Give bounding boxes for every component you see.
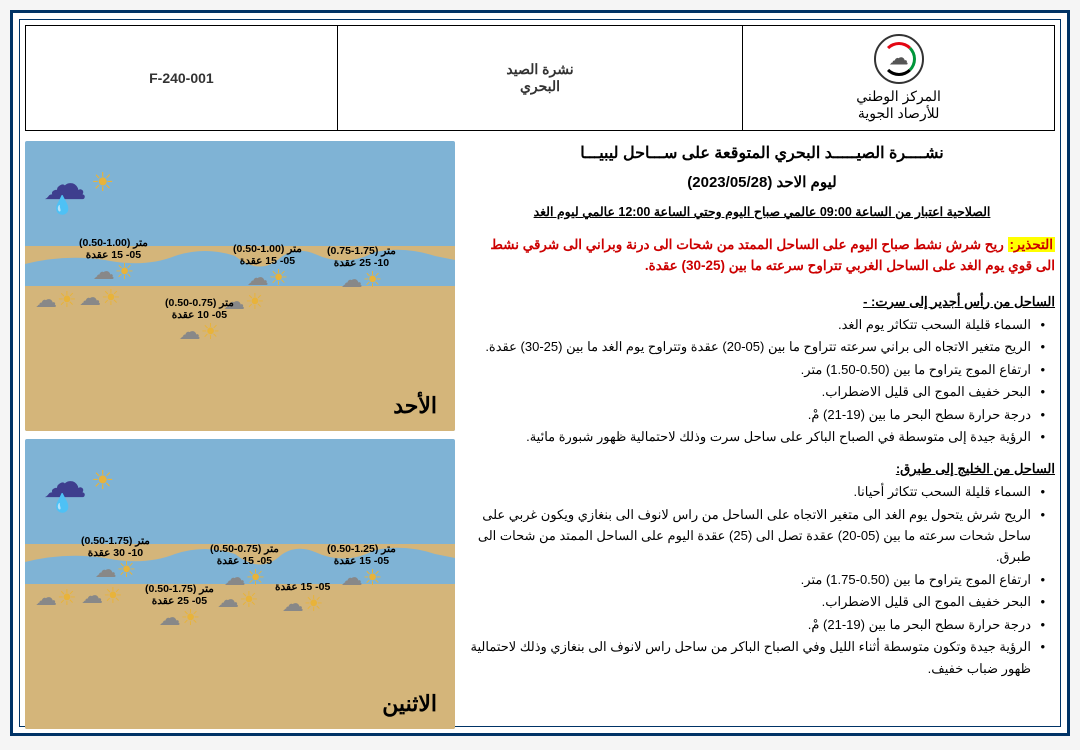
map-column: ☁☀💧 (0.75-1.75) متر10- 25 عقدة☀☁ (0.50-1.0…	[25, 141, 455, 741]
weather-point-icon: (0.50-1.00) متر05- 15 عقدة☀☁	[233, 243, 302, 289]
list-item: ارتفاع الموج يتراوح ما بين (0.50-1.50) م…	[469, 359, 1041, 380]
org-logo-icon	[874, 34, 924, 84]
header-table: المركز الوطني للأرصاد الجوية نشرة الصيد …	[25, 25, 1055, 131]
weather-point-icon: ☀☁	[217, 589, 259, 611]
doc-title-1: نشرة الصيد	[350, 61, 730, 78]
list-item: درجة حرارة سطح البحر ما بين (19-21) مْ.	[469, 404, 1041, 425]
weather-point-icon: ☀☁	[35, 587, 77, 609]
list-item: السماء قليلة السحب تتكاثر أحيانا.	[469, 481, 1041, 502]
doc-title-2: البحري	[350, 78, 730, 95]
org-name-1: المركز الوطني	[755, 88, 1042, 105]
list-item: السماء قليلة السحب تتكاثر يوم الغد.	[469, 314, 1041, 335]
weather-point-icon: 05- 15 عقدة☀☁	[275, 581, 330, 615]
weather-point-icon: (0.75-1.75) متر10- 25 عقدة☀☁	[327, 245, 396, 291]
date-line: ليوم الاحد (2023/05/28)	[469, 171, 1055, 196]
list-item: البحر خفيف الموج الى قليل الاضطراب.	[469, 381, 1041, 402]
org-name-2: للأرصاد الجوية	[755, 105, 1042, 122]
cloud-rain-icon: ☁☀💧	[43, 159, 87, 210]
section2-list: السماء قليلة السحب تتكاثر أحيانا.الريح ش…	[469, 481, 1055, 679]
main-title: نشــــرة الصيـــــد البحري المتوقعة على …	[469, 141, 1055, 167]
doc-code: F-240-001	[26, 26, 338, 131]
forecast-map: ☁☀💧 (0.75-1.75) متر10- 25 عقدة☀☁ (0.50-1.0…	[25, 141, 455, 431]
list-item: الرؤية جيدة إلى متوسطة في الصباح الباكر …	[469, 426, 1041, 447]
cloud-rain-icon: ☁☀💧	[43, 457, 87, 508]
validity-line: الصلاحية اعتبار من الساعة 09:00 عالمي صب…	[469, 202, 1055, 223]
list-item: الرؤية جيدة وتكون متوسطة أثناء الليل وفي…	[469, 636, 1041, 679]
warning-text: ريح شرش نشط صباح اليوم على الساحل الممتد…	[490, 237, 1055, 273]
list-item: درجة حرارة سطح البحر ما بين (19-21) مْ.	[469, 614, 1041, 635]
map-day-label: الأحد	[393, 393, 437, 419]
forecast-map: ☁☀💧 (0.50-1.25) متر05- 15 عقدة☀☁05- 15 عق…	[25, 439, 455, 729]
section1-list: السماء قليلة السحب تتكاثر يوم الغد.الريح…	[469, 314, 1055, 448]
weather-point-icon: (0.50-1.75) متر10- 30 عقدة☀☁	[81, 535, 150, 581]
text-column: نشــــرة الصيـــــد البحري المتوقعة على …	[469, 141, 1055, 741]
section1-head: الساحل من رأس أجدير إلى سرت: -	[469, 291, 1055, 312]
list-item: الريح متغير الاتجاه الى براني سرعته تترا…	[469, 336, 1041, 357]
list-item: الريح شرش يتحول يوم الغد الى متغير الاتج…	[469, 504, 1041, 568]
doc-title-cell: نشرة الصيد البحري	[337, 26, 742, 131]
list-item: ارتفاع الموج يتراوح ما بين (0.50-1.75) م…	[469, 569, 1041, 590]
weather-point-icon: (0.50-1.00) متر05- 15 عقدة☀☁	[79, 237, 148, 283]
weather-point-icon: ☀☁	[35, 289, 77, 311]
weather-point-icon: (0.50-0.75) متر05- 10 عقدة☀☁	[165, 297, 234, 343]
logo-cell: المركز الوطني للأرصاد الجوية	[743, 26, 1055, 131]
warning-block: التحذير: ريح شرش نشط صباح اليوم على السا…	[469, 235, 1055, 277]
weather-point-icon: (0.50-0.75) متر05- 15 عقدة☀☁	[210, 543, 279, 589]
weather-point-icon: ☀☁	[79, 287, 121, 309]
list-item: البحر خفيف الموج الى قليل الاضطراب.	[469, 591, 1041, 612]
section2-head: الساحل من الخليج إلى طبرق:	[469, 458, 1055, 479]
weather-point-icon: ☀☁	[81, 585, 123, 607]
map-day-label: الاثنين	[382, 691, 437, 717]
warning-label: التحذير:	[1008, 237, 1055, 252]
weather-point-icon: (0.50-1.25) متر05- 15 عقدة☀☁	[327, 543, 396, 589]
weather-point-icon: (0.50-1.75) متر05- 25 عقدة☀☁	[145, 583, 214, 629]
